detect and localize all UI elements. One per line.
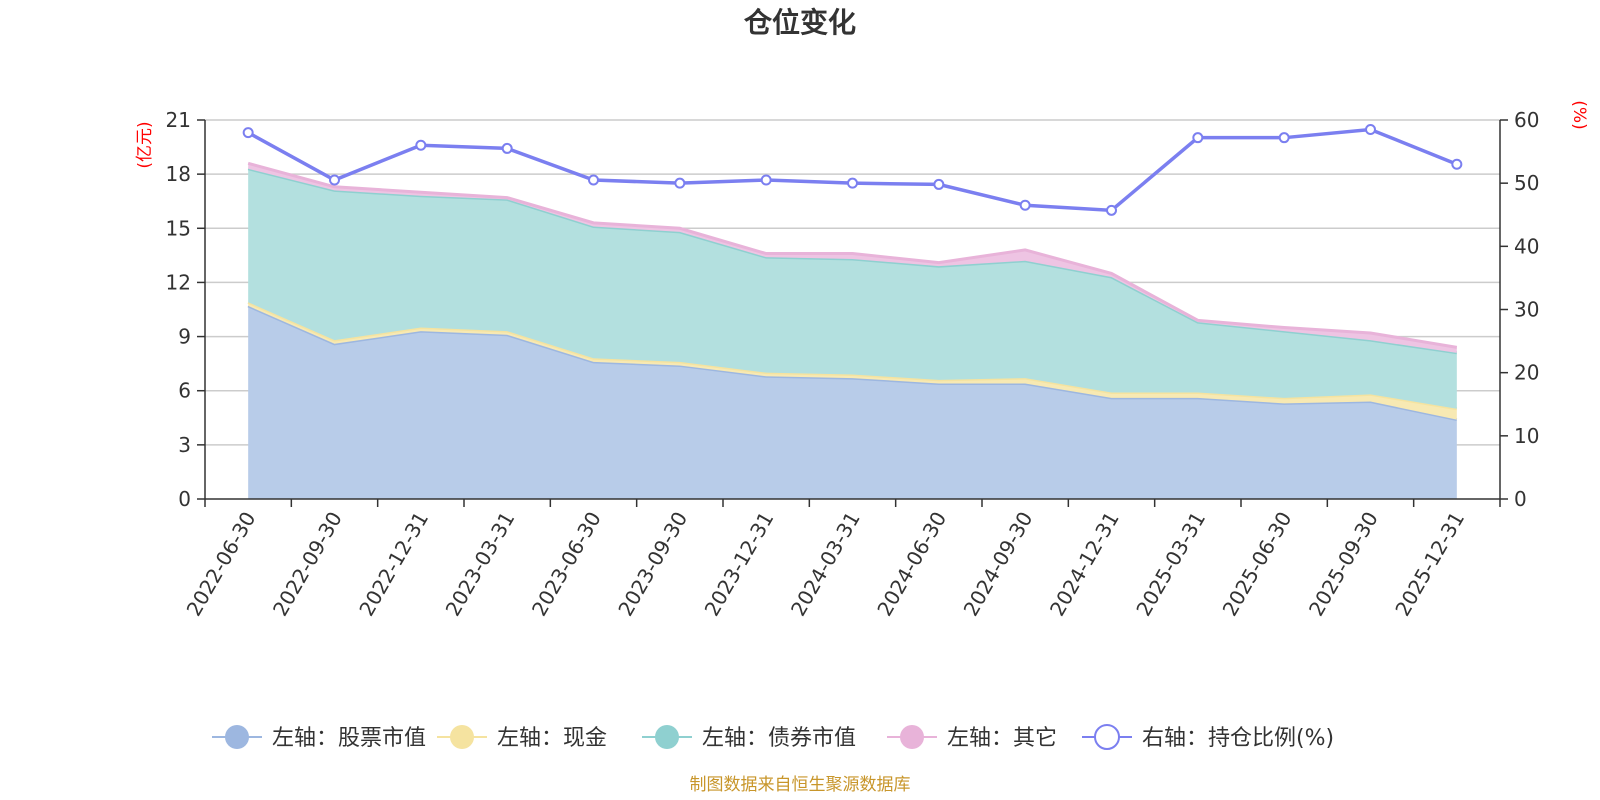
legend-marker	[900, 725, 924, 749]
legend: 左轴：股票市值 左轴：现金 左轴：债券市值 左轴：其它 右轴：持仓比例(%)	[212, 724, 1334, 751]
area-series-0	[248, 305, 1457, 499]
x-axis-tick-label: 2023-09-30	[613, 508, 692, 621]
legend-label: 左轴：其它	[947, 726, 1057, 751]
legend-marker	[450, 725, 474, 749]
stacked-areas	[247, 161, 1458, 499]
legend-label: 左轴：债券市值	[702, 726, 856, 751]
right-axis-tick-label: 50	[1514, 171, 1539, 195]
x-axis-tick-label: 2025-06-30	[1218, 508, 1297, 621]
x-axis-tick-label: 2025-09-30	[1304, 508, 1383, 621]
x-axis-tick-label: 2023-12-31	[700, 508, 779, 621]
ratio-point	[415, 139, 427, 151]
right-axis-unit: (%)	[1569, 100, 1589, 129]
x-axis-tick-label: 2024-12-31	[1045, 508, 1124, 621]
chart-title: 仓位变化	[744, 6, 856, 39]
ratio-point	[1019, 199, 1031, 211]
right-axis-tick-label: 30	[1514, 298, 1539, 322]
left-axis-tick-label: 6	[178, 379, 191, 403]
area-series-edge-3	[247, 161, 1458, 349]
ratio-point	[1192, 132, 1204, 144]
right-axis-tick-label: 10	[1514, 424, 1539, 448]
left-axis-tick-label: 15	[166, 216, 191, 240]
left-axis-unit: (亿元)	[135, 121, 155, 168]
data-source-note: 制图数据来自恒生聚源数据库	[690, 775, 911, 795]
legend-label: 左轴：股票市值	[272, 726, 426, 751]
ratio-line	[242, 123, 1463, 216]
x-axis-tick-label: 2025-12-31	[1390, 508, 1469, 621]
ratio-point	[588, 174, 599, 186]
x-axis-tick-label: 2024-09-30	[959, 508, 1038, 621]
x-axis-tick-label: 2022-12-31	[354, 508, 433, 621]
x-axis-tick-label: 2023-03-31	[441, 508, 520, 621]
legend-marker	[1094, 724, 1120, 750]
right-axis-tick-label: 20	[1514, 361, 1539, 385]
area-series-edge-0	[247, 304, 1458, 422]
right-axis-tick-label: 60	[1514, 108, 1539, 132]
ratio-point	[674, 177, 686, 189]
left-axis-tick-label: 18	[166, 162, 191, 186]
left-axis-tick-label: 3	[178, 433, 191, 457]
ratio-point	[329, 174, 340, 186]
legend-label: 右轴：持仓比例(%)	[1142, 726, 1334, 751]
ratio-point	[1278, 132, 1290, 144]
x-axis-tick-label: 2025-03-31	[1131, 508, 1210, 621]
legend-marker	[225, 725, 249, 749]
legend-label: 左轴：现金	[497, 726, 607, 751]
ratio-point	[1451, 158, 1463, 170]
ratio-point	[501, 142, 513, 154]
left-axis-tick-label: 0	[178, 487, 191, 511]
ratio-point	[1365, 123, 1376, 135]
left-axis-tick-label: 9	[178, 325, 191, 349]
right-axis-tick-label: 40	[1514, 234, 1539, 258]
area-series-2	[248, 168, 1457, 409]
left-axis-tick-label: 12	[166, 270, 191, 294]
left-axis-tick-label: 21	[166, 108, 191, 132]
ratio-point	[1106, 204, 1117, 216]
legend-marker	[655, 725, 679, 749]
x-axis-tick-label: 2024-03-31	[786, 508, 865, 621]
x-axis-tick-label: 2024-06-30	[872, 508, 951, 621]
x-axis-tick-label: 2022-09-30	[268, 508, 347, 621]
right-axis-tick-label: 0	[1514, 487, 1527, 511]
ratio-point	[242, 127, 254, 139]
x-axis-tick-label: 2023-06-30	[527, 508, 606, 621]
ratio-point	[760, 174, 772, 186]
ratio-point	[847, 177, 858, 189]
x-axis-tick-label: 2022-06-30	[182, 508, 261, 621]
ratio-point	[933, 178, 945, 190]
